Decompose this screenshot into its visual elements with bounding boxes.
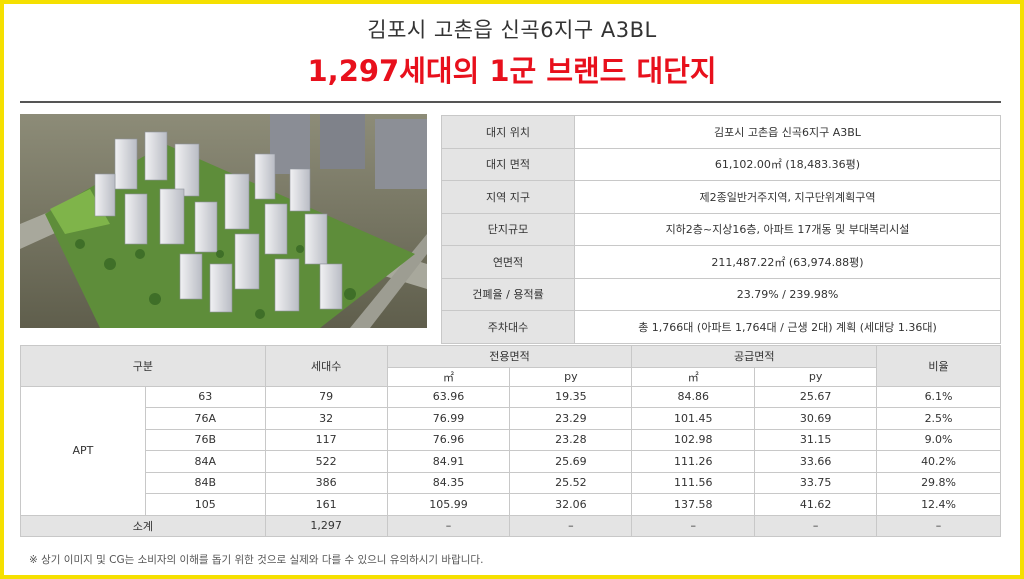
- cell-ex-py: 23.28: [509, 428, 633, 451]
- cell-ratio: 6.1%: [876, 385, 1001, 408]
- info-label: 주차대수: [441, 310, 575, 344]
- cell-ratio: 2.5%: [876, 407, 1001, 430]
- cell-sup-sqm: 102.98: [631, 428, 756, 451]
- table-row: 105 161 105.99 32.06 137.58 41.62 12.4%: [21, 493, 1001, 516]
- cell-type: 105: [144, 493, 266, 516]
- cell-ratio: 40.2%: [876, 450, 1001, 473]
- info-value: 총 1,766대 (아파트 1,764대 / 근생 2대) 계획 (세대당 1.…: [574, 310, 1001, 344]
- cell-sup-sqm: 101.45: [631, 407, 756, 430]
- header-ratio: 비율: [876, 345, 1001, 387]
- cell-households: 386: [264, 471, 388, 494]
- group-label: APT: [20, 385, 146, 516]
- info-row: 건폐율 / 용적률 23.79% / 239.98%: [441, 277, 1001, 311]
- cell-sup-py: 33.66: [754, 450, 878, 473]
- cell-type: 84A: [144, 450, 266, 473]
- cell-ex-sqm: 84.91: [386, 450, 511, 473]
- cell-type: 76B: [144, 428, 266, 451]
- header-exclusive-sqm: ㎡: [386, 366, 511, 387]
- header-exclusive-py: py: [509, 366, 633, 387]
- cell-ex-py: 23.29: [509, 407, 633, 430]
- cell-sup-sqm: 111.56: [631, 471, 756, 494]
- cell-ex-py: 25.69: [509, 450, 633, 473]
- cell-ex-sqm: 76.96: [386, 428, 511, 451]
- cell-sup-py: 33.75: [754, 471, 878, 494]
- cell-ex-py: 19.35: [509, 385, 633, 408]
- cell-type: 76A: [144, 407, 266, 430]
- total-sup-py: –: [754, 514, 878, 537]
- total-ex-py: –: [509, 514, 633, 537]
- info-value: 지하2층~지상16층, 아파트 17개동 및 부대복리시설: [574, 212, 1001, 246]
- disclaimer-note: ※ 상기 이미지 및 CG는 소비자의 이해를 돕기 위한 것으로 실제와 다를…: [29, 554, 484, 566]
- cell-ex-sqm: 84.35: [386, 471, 511, 494]
- complex-aerial-image: [20, 114, 427, 328]
- cell-households: 161: [264, 493, 388, 516]
- cell-households: 32: [264, 407, 388, 430]
- info-label: 대지 면적: [441, 147, 575, 181]
- cell-sup-py: 30.69: [754, 407, 878, 430]
- header-supply-py: py: [754, 366, 878, 387]
- header-supply-area: 공급면적: [631, 345, 878, 368]
- total-ratio: –: [876, 514, 1001, 537]
- info-value: 61,102.00㎡ (18,483.36평): [574, 147, 1001, 181]
- page-subtitle: 김포시 고촌읍 신곡6지구 A3BL: [367, 18, 657, 42]
- info-row: 연면적 211,487.22㎡ (63,974.88평): [441, 245, 1001, 279]
- cell-ex-sqm: 105.99: [386, 493, 511, 516]
- info-value: 211,487.22㎡ (63,974.88평): [574, 245, 1001, 279]
- cell-type: 63: [144, 385, 266, 408]
- table-row: 84A 522 84.91 25.69 111.26 33.66 40.2%: [21, 450, 1001, 473]
- cell-households: 117: [264, 428, 388, 451]
- header-category: 구분: [20, 345, 266, 387]
- table-row: 76A 32 76.99 23.29 101.45 30.69 2.5%: [21, 407, 1001, 430]
- unit-breakdown-table: 구분 세대수 전용면적 공급면적 비율 ㎡ py ㎡ py APT 63 79 63.…: [20, 345, 1001, 537]
- cell-households: 79: [264, 385, 388, 408]
- total-label: 소계: [20, 514, 266, 537]
- cell-sup-py: 25.67: [754, 385, 878, 408]
- total-ex-sqm: –: [386, 514, 511, 537]
- cell-ratio: 29.8%: [876, 471, 1001, 494]
- cell-ex-py: 25.52: [509, 471, 633, 494]
- info-label: 지역 지구: [441, 180, 575, 214]
- table-row: 84B 386 84.35 25.52 111.56 33.75 29.8%: [21, 471, 1001, 494]
- info-value: 김포시 고촌읍 신곡6지구 A3BL: [574, 115, 1001, 149]
- info-row: 지역 지구 제2종일반거주지역, 지구단위계획구역: [441, 180, 1001, 214]
- cell-sup-sqm: 111.26: [631, 450, 756, 473]
- page-headline: 1,297세대의 1군 브랜드 대단지: [307, 54, 717, 88]
- info-label: 연면적: [441, 245, 575, 279]
- cell-households: 522: [264, 450, 388, 473]
- table-row: APT 63 79 63.96 19.35 84.86 25.67 6.1%: [20, 385, 1001, 516]
- header-supply-sqm: ㎡: [631, 366, 756, 387]
- cell-ex-sqm: 63.96: [386, 385, 511, 408]
- cell-ratio: 12.4%: [876, 493, 1001, 516]
- cell-sup-sqm: 137.58: [631, 493, 756, 516]
- cell-ex-py: 32.06: [509, 493, 633, 516]
- info-value: 제2종일반거주지역, 지구단위계획구역: [574, 180, 1001, 214]
- info-row: 대지 위치 김포시 고촌읍 신곡6지구 A3BL: [441, 115, 1001, 149]
- table-row: 76B 117 76.96 23.28 102.98 31.15 9.0%: [21, 428, 1001, 451]
- header-exclusive-area: 전용면적: [386, 345, 633, 368]
- cell-type: 84B: [144, 471, 266, 494]
- total-row: 소계 1,297– – – – –: [20, 514, 1001, 537]
- info-row: 단지규모 지하2층~지상16층, 아파트 17개동 및 부대복리시설: [441, 212, 1001, 246]
- info-label: 단지규모: [441, 212, 575, 246]
- cell-sup-sqm: 84.86: [631, 385, 756, 408]
- header-households: 세대수: [264, 345, 388, 387]
- info-row: 대지 면적 61,102.00㎡ (18,483.36평): [441, 147, 1001, 181]
- total-households: 1,297: [264, 514, 388, 537]
- divider: [20, 101, 1001, 103]
- info-value: 23.79% / 239.98%: [574, 277, 1001, 311]
- cell-sup-py: 41.62: [754, 493, 878, 516]
- info-label: 건폐율 / 용적률: [441, 277, 575, 311]
- cell-ratio: 9.0%: [876, 428, 1001, 451]
- cell-sup-py: 31.15: [754, 428, 878, 451]
- site-info-table: 대지 위치 김포시 고촌읍 신곡6지구 A3BL 대지 면적 61,102.00㎡ (…: [441, 115, 1001, 344]
- info-row: 주차대수 총 1,766대 (아파트 1,764대 / 근생 2대) 계획 (세대…: [441, 310, 1001, 344]
- total-sup-sqm: –: [631, 514, 756, 537]
- cell-ex-sqm: 76.99: [386, 407, 511, 430]
- info-label: 대지 위치: [441, 115, 575, 149]
